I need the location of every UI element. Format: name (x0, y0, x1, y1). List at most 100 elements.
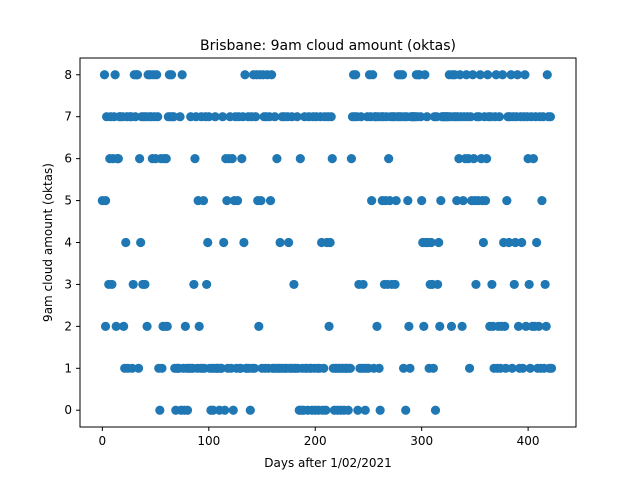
data-point-250 (367, 195, 377, 206)
data-point-228 (343, 405, 353, 415)
data-point-2 (100, 195, 111, 206)
data-point-388 (513, 321, 524, 331)
data-point-124 (232, 195, 243, 206)
data-point-130 (239, 237, 249, 248)
data-point-251 (368, 70, 378, 80)
data-point-1 (99, 70, 110, 80)
data-point-363 (487, 279, 497, 290)
data-point-58 (162, 321, 172, 331)
data-point-352 (475, 70, 485, 80)
data-point-230 (345, 363, 355, 373)
data-point-84 (190, 154, 200, 164)
data-point-387 (512, 70, 523, 80)
data-point-20 (121, 237, 131, 248)
data-point-4 (100, 321, 111, 331)
y-tick-label-7: 7 (64, 110, 72, 124)
data-point-358 (481, 154, 492, 164)
data-point-314 (435, 321, 445, 331)
y-tick-label-8: 8 (64, 68, 72, 82)
data-point-51 (155, 405, 165, 415)
data-point-373 (497, 70, 508, 80)
data-point-39 (142, 321, 152, 331)
data-point-346 (469, 154, 479, 164)
data-point-336 (458, 195, 468, 206)
data-point-164 (275, 237, 285, 248)
data-point-119 (227, 154, 237, 164)
x-axis-ticks: 0 100 200 300 400 (99, 427, 540, 448)
data-point-18 (119, 321, 129, 331)
data-point-325 (446, 321, 457, 331)
y-tick-label-1: 1 (64, 361, 72, 375)
data-point-394 (520, 70, 530, 80)
data-point-75 (180, 321, 190, 331)
data-point-14 (113, 154, 123, 164)
data-point-306 (426, 237, 436, 248)
data-point-180 (292, 112, 302, 122)
data-point-161 (272, 154, 282, 164)
data-point-53 (157, 363, 167, 373)
data-point-391 (517, 237, 527, 248)
data-point-395 (521, 321, 531, 331)
data-point-385 (510, 237, 520, 248)
x-axis-label: Days after 1/02/2021 (264, 456, 392, 470)
y-tick-label-4: 4 (64, 236, 72, 250)
y-tick-label-5: 5 (64, 194, 72, 208)
data-point-377 (502, 195, 512, 206)
data-point-33 (136, 237, 146, 248)
data-point-235 (351, 70, 361, 80)
data-point-30 (132, 70, 143, 80)
y-tick-label-0: 0 (64, 403, 72, 417)
x-tick-label-300: 300 (410, 434, 433, 448)
y-tick-label-3: 3 (64, 277, 72, 291)
data-point-183 (295, 154, 305, 164)
data-point-414 (541, 321, 551, 331)
data-point-418 (545, 112, 556, 122)
data-point-415 (542, 70, 552, 80)
data-point-384 (509, 279, 519, 290)
data-point-83 (189, 279, 199, 290)
data-point-96 (203, 237, 213, 248)
data-point-313 (434, 237, 444, 248)
x-tick-label-200: 200 (304, 434, 327, 448)
data-point-376 (501, 363, 511, 373)
data-point-141 (251, 112, 261, 122)
data-point-103 (210, 112, 220, 122)
data-point-177 (289, 279, 299, 290)
data-point-207 (321, 405, 331, 415)
data-point-57 (161, 154, 171, 164)
data-point-419 (546, 363, 557, 373)
data-point-97 (204, 112, 214, 122)
data-point-410 (537, 195, 547, 206)
data-point-285 (404, 321, 414, 331)
y-axis-label: 9am cloud amount (oktas) (41, 163, 55, 322)
data-point-112 (220, 405, 230, 415)
data-point-299 (419, 321, 429, 331)
data-point-156 (266, 70, 277, 80)
data-point-237 (353, 405, 363, 415)
x-tick-label-0: 0 (99, 434, 107, 448)
data-point-212 (326, 112, 336, 122)
data-point-159 (270, 112, 280, 122)
y-axis-ticks: 0 1 2 3 4 5 6 7 8 (64, 68, 80, 417)
scatter-points (97, 70, 557, 415)
data-point-381 (506, 70, 516, 80)
data-point-335 (457, 321, 467, 331)
data-point-26 (128, 279, 138, 290)
data-point-355 (478, 237, 488, 248)
data-point-70 (175, 112, 185, 122)
data-point-286 (405, 363, 415, 373)
y-tick-label-6: 6 (64, 152, 72, 166)
data-point-310 (430, 405, 441, 415)
data-point-88 (194, 321, 204, 331)
data-point-343 (466, 112, 476, 122)
data-point-48 (152, 70, 162, 80)
data-point-300 (420, 70, 430, 80)
data-point-37 (140, 279, 150, 290)
data-point-77 (182, 405, 193, 415)
data-point-407 (534, 321, 544, 331)
data-point-25 (127, 363, 137, 373)
data-point-370 (494, 112, 504, 122)
data-point-267 (385, 195, 395, 206)
data-point-28 (130, 112, 140, 122)
